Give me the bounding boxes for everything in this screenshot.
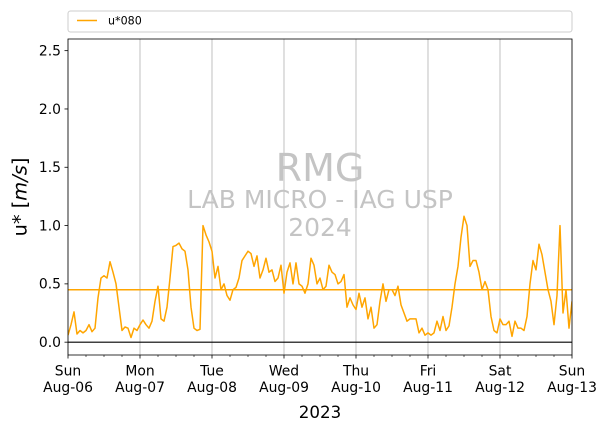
watermark-year: 2024 <box>288 213 352 242</box>
y-axis-label: u* [m/s] <box>9 158 32 237</box>
x-tick-label: Thu Aug-10 <box>331 364 381 397</box>
legend: u*080 <box>67 10 573 33</box>
watermark-lab-name: LAB MICRO - IAG USP <box>187 185 453 214</box>
x-tick-weekday: Fri <box>420 364 437 380</box>
x-tick-date: Aug-11 <box>403 380 453 396</box>
y-tick-label: 2.0 <box>39 102 61 118</box>
x-tick-date: Aug-10 <box>331 380 381 396</box>
x-tick-weekday: Tue <box>199 364 224 380</box>
x-axis-label: 2023 <box>299 402 341 422</box>
y-axis-ticks: 0.0 0.5 1.0 1.5 2.0 2.5 <box>39 43 68 351</box>
series-line <box>68 215 572 339</box>
series-layer <box>68 215 572 339</box>
y-tick-label: 1.0 <box>39 218 61 234</box>
x-tick-date: Aug-07 <box>115 380 165 396</box>
plot-area <box>68 39 572 355</box>
y-tick-label: 0.0 <box>39 335 61 351</box>
x-tick-label: Mon Aug-07 <box>115 364 165 397</box>
x-tick-label: Sun Aug-13 <box>547 364 597 397</box>
y-tick-label: 1.5 <box>39 160 61 176</box>
x-tick-date: Aug-08 <box>187 380 237 396</box>
x-tick-weekday: Sun <box>55 364 81 380</box>
x-tick-weekday: Thu <box>342 364 369 380</box>
y-tick-label: 2.5 <box>39 43 61 59</box>
x-tick-weekday: Sat <box>489 364 512 380</box>
x-tick-label: Sun Aug-06 <box>43 364 93 397</box>
x-tick-label: Tue Aug-08 <box>187 364 237 397</box>
x-tick-date: Aug-06 <box>43 380 93 396</box>
x-tick-label: Fri Aug-11 <box>403 364 453 397</box>
x-tick-label: Wed Aug-09 <box>259 364 309 397</box>
y-tick-label: 0.5 <box>39 277 61 293</box>
x-tick-date: Aug-09 <box>259 380 309 396</box>
x-tick-date: Aug-13 <box>547 380 597 396</box>
legend-label: u*080 <box>108 15 142 28</box>
x-tick-weekday: Sun <box>559 364 585 380</box>
x-tick-label: Sat Aug-12 <box>475 364 525 397</box>
x-tick-weekday: Mon <box>125 364 154 380</box>
x-tick-weekday: Wed <box>269 364 299 380</box>
legend-frame <box>67 10 573 33</box>
watermark: RMG LAB MICRO - IAG USP 2024 <box>187 146 453 242</box>
x-tick-date: Aug-12 <box>475 380 525 396</box>
watermark-title: RMG <box>276 146 365 190</box>
